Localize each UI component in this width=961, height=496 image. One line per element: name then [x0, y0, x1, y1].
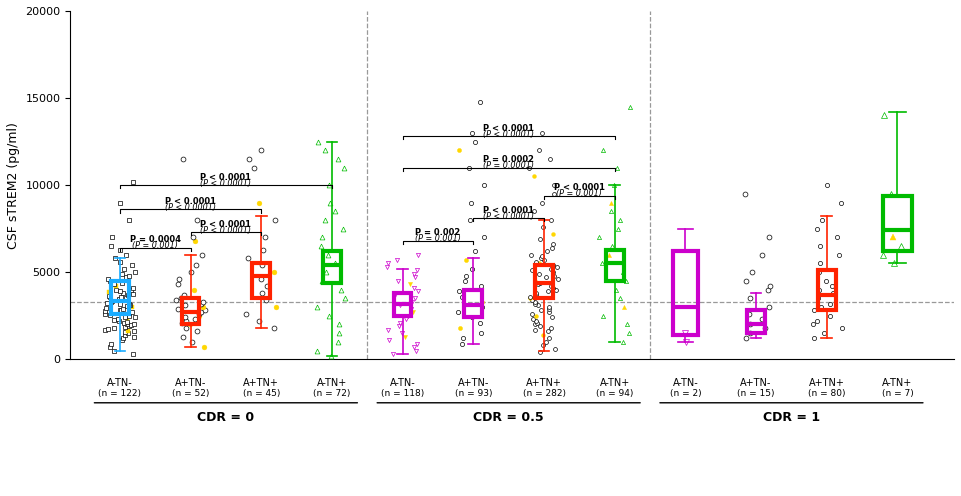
- Text: CDR = 0.5: CDR = 0.5: [474, 412, 544, 425]
- Text: A-TN-: A-TN-: [390, 377, 415, 387]
- Text: P = 0.0004: P = 0.0004: [130, 235, 181, 245]
- Text: (P < 0.0001): (P < 0.0001): [201, 226, 252, 235]
- Text: (P < 0.0001): (P < 0.0001): [201, 179, 252, 187]
- Text: (P = 0.0001): (P = 0.0001): [483, 161, 534, 170]
- Text: A-TN-: A-TN-: [673, 377, 699, 387]
- Text: P < 0.0001: P < 0.0001: [554, 183, 604, 192]
- Text: A-TN+: A-TN+: [600, 377, 629, 387]
- Text: (n = 7): (n = 7): [881, 389, 913, 398]
- Text: (n = 52): (n = 52): [172, 389, 209, 398]
- Text: (P = 0.001): (P = 0.001): [556, 189, 603, 198]
- Text: P < 0.0001: P < 0.0001: [201, 220, 252, 229]
- Text: CDR = 0: CDR = 0: [197, 412, 255, 425]
- Text: P = 0.0002: P = 0.0002: [483, 155, 534, 164]
- Text: (P = 0.001): (P = 0.001): [133, 242, 178, 250]
- Text: (n = 94): (n = 94): [596, 389, 633, 398]
- Y-axis label: CSF sTREM2 (pg/ml): CSF sTREM2 (pg/ml): [7, 122, 20, 248]
- Text: (n = 122): (n = 122): [98, 389, 141, 398]
- Text: P < 0.0001: P < 0.0001: [483, 206, 534, 215]
- Text: A-TN+: A-TN+: [317, 377, 347, 387]
- Text: (n = 45): (n = 45): [242, 389, 280, 398]
- Text: (n = 72): (n = 72): [313, 389, 351, 398]
- Text: P < 0.0001: P < 0.0001: [165, 197, 216, 206]
- Text: A+TN+: A+TN+: [526, 377, 562, 387]
- Text: A+TN-: A+TN-: [457, 377, 489, 387]
- Text: (n = 282): (n = 282): [523, 389, 565, 398]
- Text: (P < 0.0001): (P < 0.0001): [483, 130, 534, 139]
- Text: P < 0.0001: P < 0.0001: [201, 173, 252, 182]
- Text: (n = 2): (n = 2): [670, 389, 702, 398]
- Text: (n = 15): (n = 15): [737, 389, 775, 398]
- Text: (n = 93): (n = 93): [455, 389, 492, 398]
- Text: (n = 118): (n = 118): [381, 389, 424, 398]
- Text: P = 0.002: P = 0.002: [415, 228, 460, 238]
- Text: A-TN+: A-TN+: [882, 377, 913, 387]
- Text: A+TN+: A+TN+: [809, 377, 845, 387]
- Text: CDR = 1: CDR = 1: [763, 412, 820, 425]
- Text: A+TN+: A+TN+: [243, 377, 279, 387]
- Text: A+TN-: A+TN-: [740, 377, 772, 387]
- Text: P < 0.0001: P < 0.0001: [483, 124, 534, 133]
- Text: A+TN-: A+TN-: [175, 377, 207, 387]
- Text: (n = 80): (n = 80): [808, 389, 846, 398]
- Text: (P < 0.0001): (P < 0.0001): [483, 212, 534, 221]
- Text: (P < 0.0001): (P < 0.0001): [165, 203, 216, 212]
- Text: (P = 0.001): (P = 0.001): [415, 235, 461, 244]
- Text: A-TN-: A-TN-: [107, 377, 133, 387]
